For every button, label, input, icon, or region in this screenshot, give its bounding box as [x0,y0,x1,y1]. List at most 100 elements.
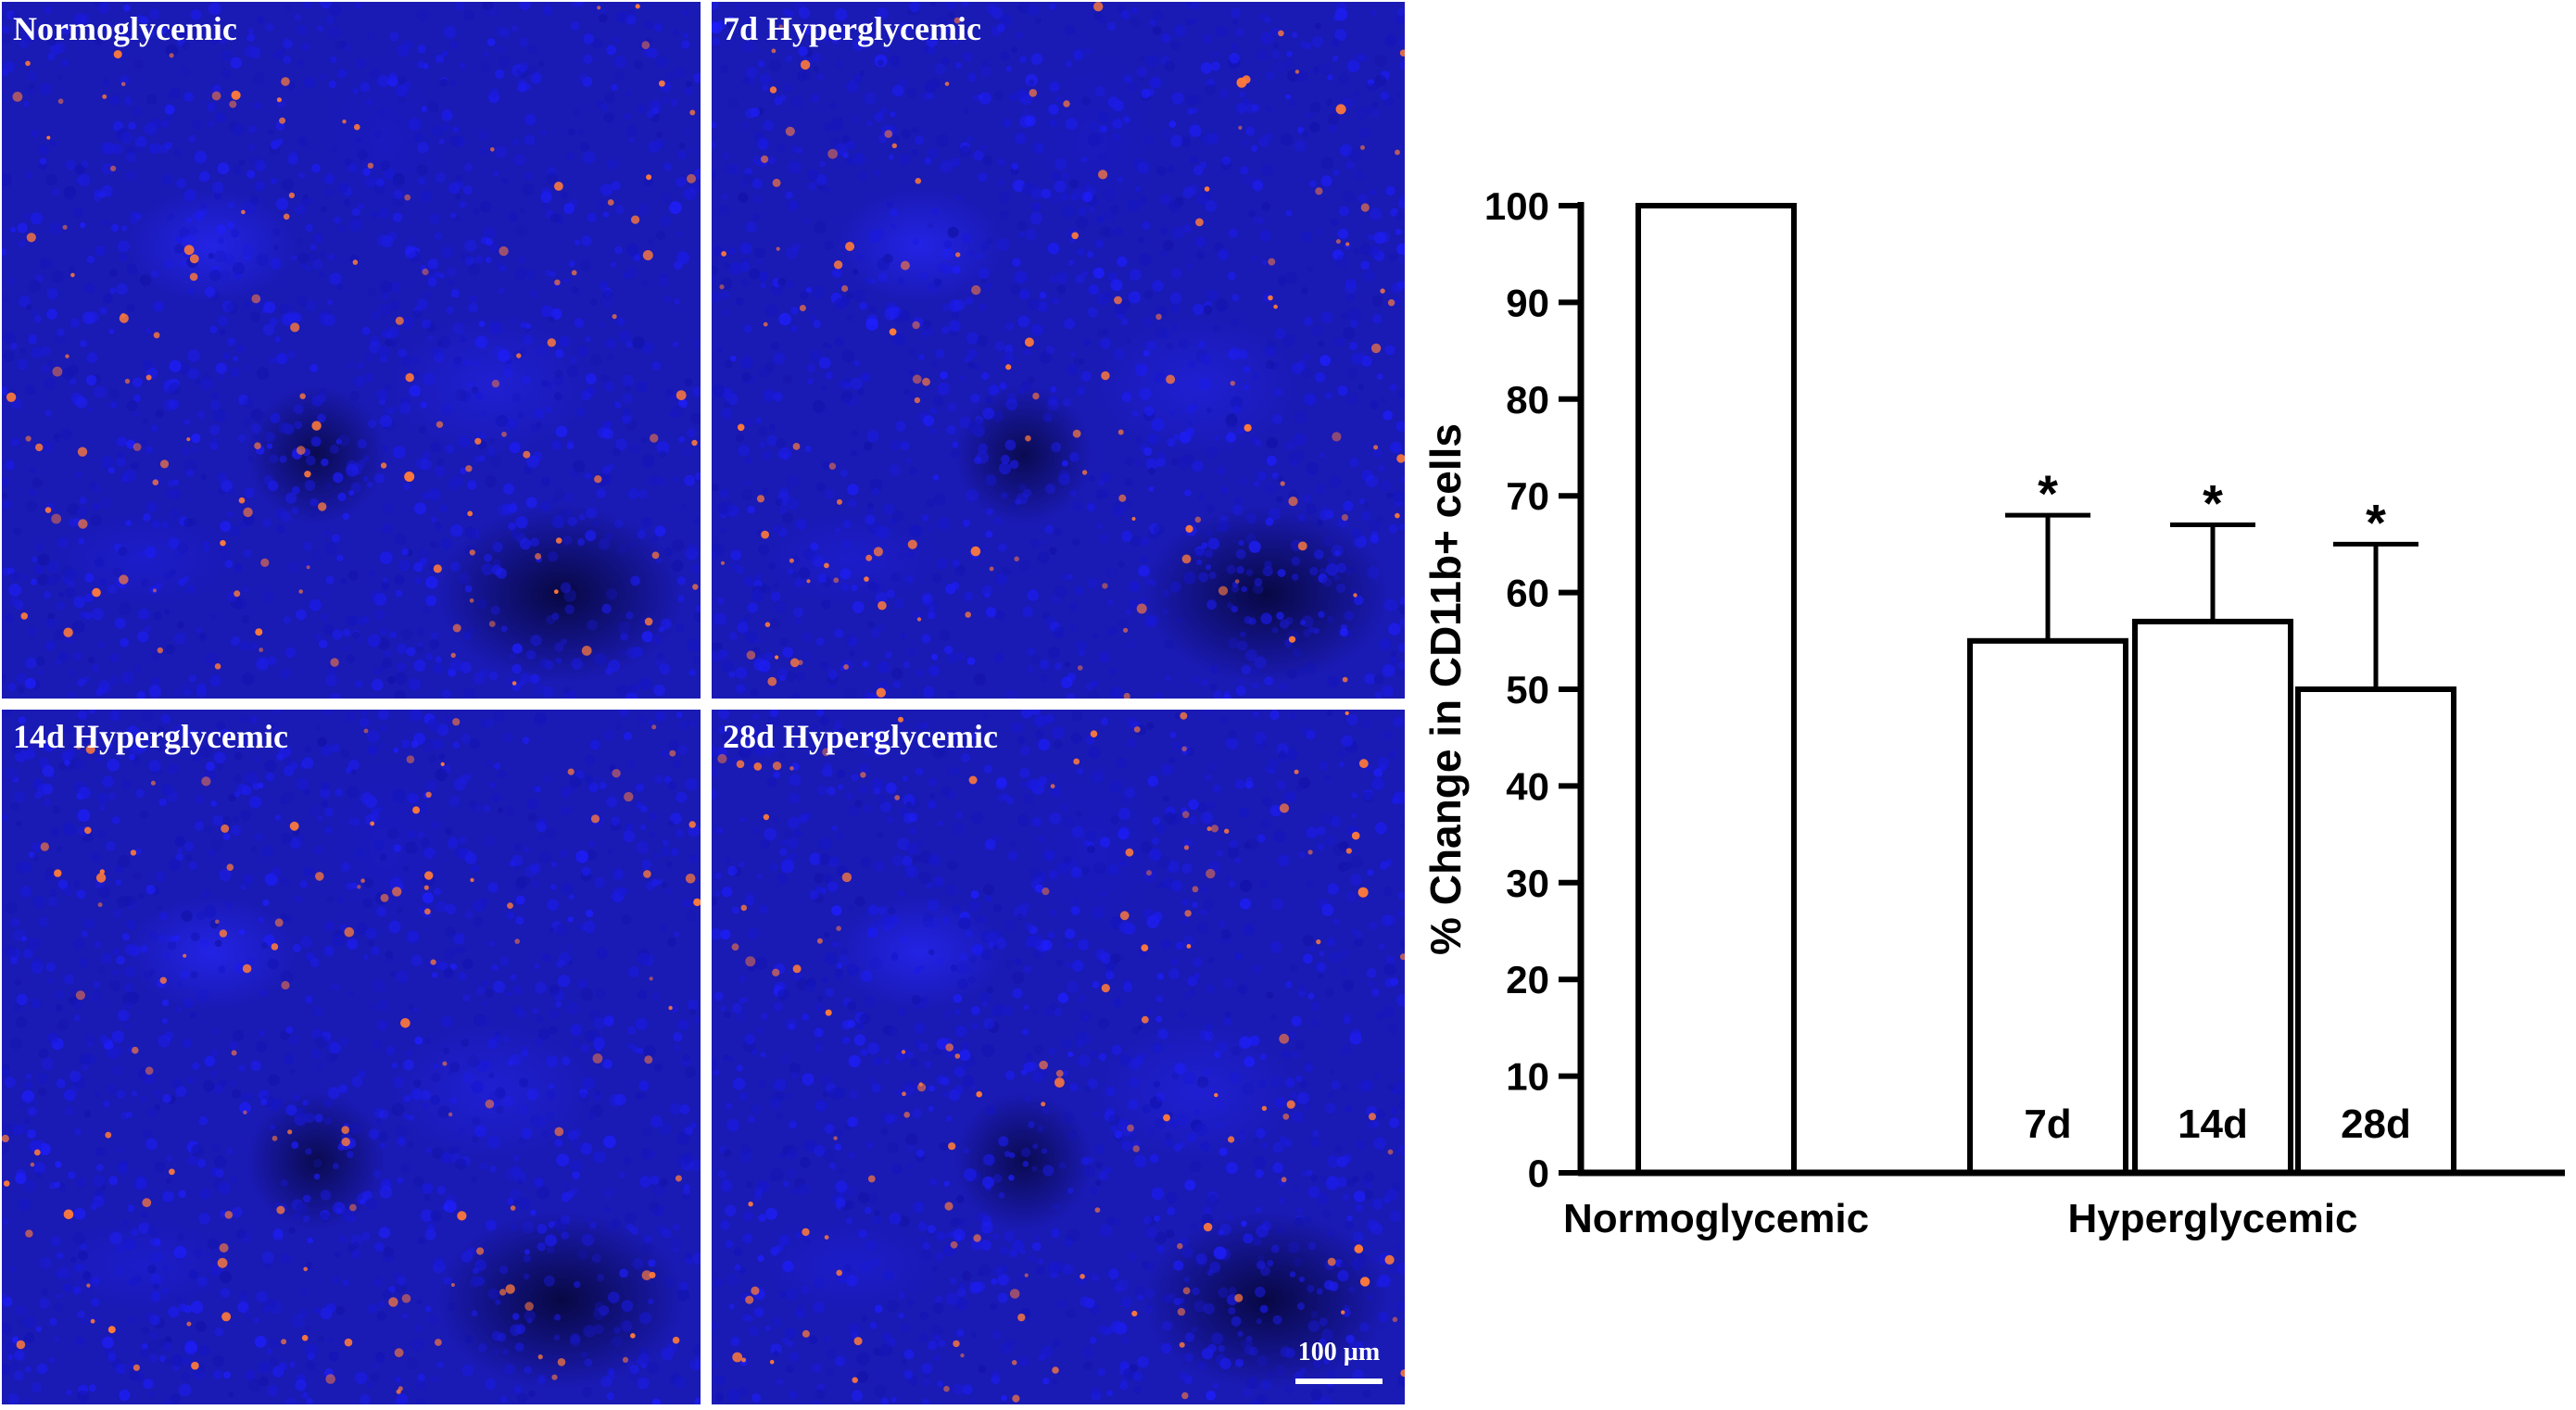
nucleus [846,80,859,93]
nucleus [127,145,136,156]
nucleus [170,488,181,499]
nucleus [757,138,769,150]
nucleus [432,1260,446,1274]
stained-cell [499,245,509,257]
nucleus [639,1176,651,1189]
nucleus [1017,315,1030,328]
nucleus [48,222,61,234]
nucleus [926,35,938,48]
nucleus [1193,107,1199,114]
nucleus [434,542,441,549]
nucleus [1373,768,1383,778]
nucleus [647,1298,654,1304]
nucleus [77,173,91,187]
nucleus [985,474,997,486]
stained-cell [669,749,676,757]
nucleus [503,1036,510,1042]
nucleus [376,233,390,247]
nucleus [44,6,53,15]
nucleus [148,143,160,155]
nucleus [107,467,116,474]
nucleus [1020,1360,1027,1366]
nucleus [1041,939,1053,951]
nucleus [82,831,94,843]
nucleus [373,1363,379,1369]
nucleus [815,173,828,186]
nucleus [1252,372,1260,381]
nucleus [616,685,628,697]
nucleus [1299,40,1307,49]
nucleus [1237,427,1244,434]
nucleus [186,217,193,223]
nucleus [429,540,436,548]
nucleus [410,1089,423,1101]
nucleus [55,334,66,345]
nucleus [535,1115,548,1128]
nucleus [689,1122,697,1129]
nucleus [177,1232,185,1240]
nucleus [246,364,252,371]
nucleus [779,674,786,682]
nucleus [904,864,918,878]
nucleus [1268,508,1281,521]
nucleus [2,674,6,682]
nucleus [1270,50,1281,59]
nucleus [825,371,833,380]
nucleus [26,304,32,310]
nucleus [462,359,471,367]
nucleus [847,484,859,496]
nucleus [682,1191,691,1201]
nucleus [1081,191,1093,203]
nucleus [1089,1050,1098,1059]
nucleus [250,1060,261,1072]
nucleus [455,847,469,860]
nucleus [524,114,537,126]
nucleus [542,202,550,210]
nucleus [620,632,629,641]
nucleus [943,240,953,249]
nucleus [1344,611,1354,621]
nucleus [540,305,553,318]
nucleus [212,1083,224,1094]
stained-cell [157,647,163,654]
nucleus [276,524,285,534]
nucleus [269,454,279,464]
stained-cell [279,117,286,124]
nucleus [161,1017,169,1025]
nucleus [933,278,942,287]
nucleus [1317,228,1324,235]
nucleus [129,1369,140,1381]
nucleus [346,463,359,477]
nucleus [921,634,931,644]
nucleus [521,876,531,887]
nucleus [1155,457,1167,468]
nucleus [1139,75,1145,82]
nucleus [862,660,869,668]
nucleus [199,1188,211,1200]
nucleus [789,94,803,108]
nucleus [136,15,145,23]
nucleus [220,1288,231,1298]
nucleus [791,145,799,153]
nucleus [376,389,388,401]
nucleus [438,272,445,279]
nucleus [608,1291,620,1303]
nucleus [613,56,626,69]
stained-cell [554,279,561,285]
nucleus [1332,169,1340,176]
nucleus [73,1207,86,1220]
nucleus [282,1253,292,1264]
nucleus [471,386,479,395]
nucleus [443,949,455,960]
stained-cell [970,546,981,557]
nucleus [251,423,261,434]
nucleus [333,1277,340,1284]
nucleus [469,737,481,749]
nucleus [1123,74,1132,83]
nucleus [963,107,969,114]
nucleus [1069,603,1079,611]
nucleus [1214,242,1224,252]
nucleus [560,638,568,646]
nucleus [515,224,529,238]
nucleus [38,1048,49,1059]
